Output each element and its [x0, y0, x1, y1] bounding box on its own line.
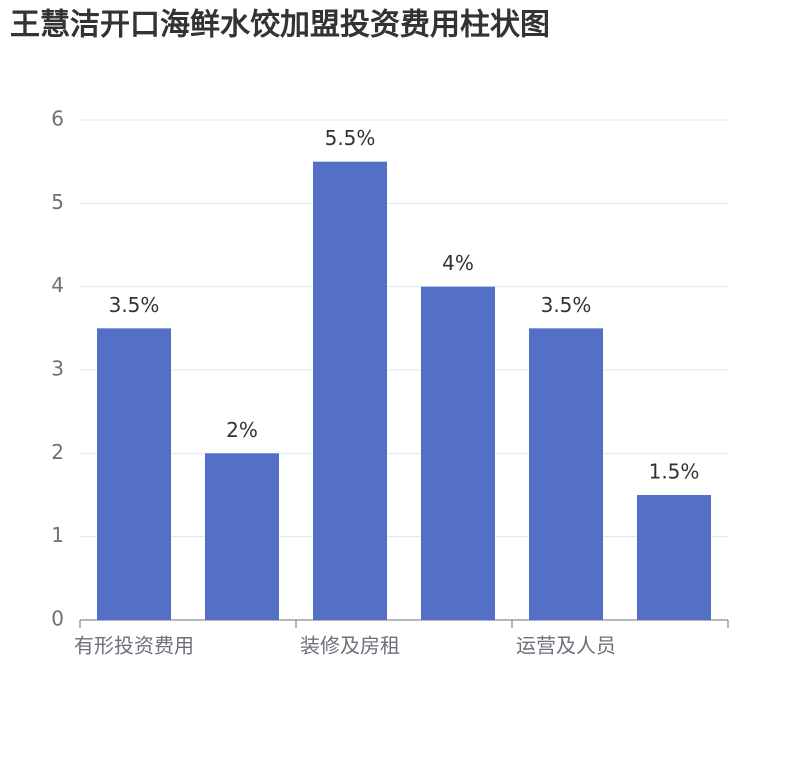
x-tick-label: 有形投资费用	[74, 634, 194, 658]
value-label: 2%	[226, 418, 258, 442]
y-tick-label: 5	[51, 190, 64, 214]
value-label: 1.5%	[649, 460, 700, 484]
bar	[313, 161, 387, 620]
value-label: 4%	[442, 251, 474, 275]
bar	[421, 286, 495, 620]
y-tick-label: 2	[51, 440, 64, 464]
bar	[637, 495, 711, 620]
y-tick-label: 6	[51, 107, 64, 131]
bar	[529, 328, 603, 620]
y-tick-label: 0	[51, 607, 64, 631]
y-tick-label: 4	[51, 273, 64, 297]
value-label: 5.5%	[325, 126, 376, 150]
chart-title: 王慧洁开口海鲜水饺加盟投资费用柱状图	[10, 8, 550, 43]
bar	[97, 328, 171, 620]
x-tick-label: 装修及房租	[300, 634, 400, 658]
bar	[205, 453, 279, 620]
y-tick-label: 1	[51, 523, 64, 547]
y-tick-label: 3	[51, 357, 64, 381]
value-label: 3.5%	[541, 293, 592, 317]
x-tick-label: 运营及人员	[516, 634, 616, 658]
value-label: 3.5%	[109, 293, 160, 317]
